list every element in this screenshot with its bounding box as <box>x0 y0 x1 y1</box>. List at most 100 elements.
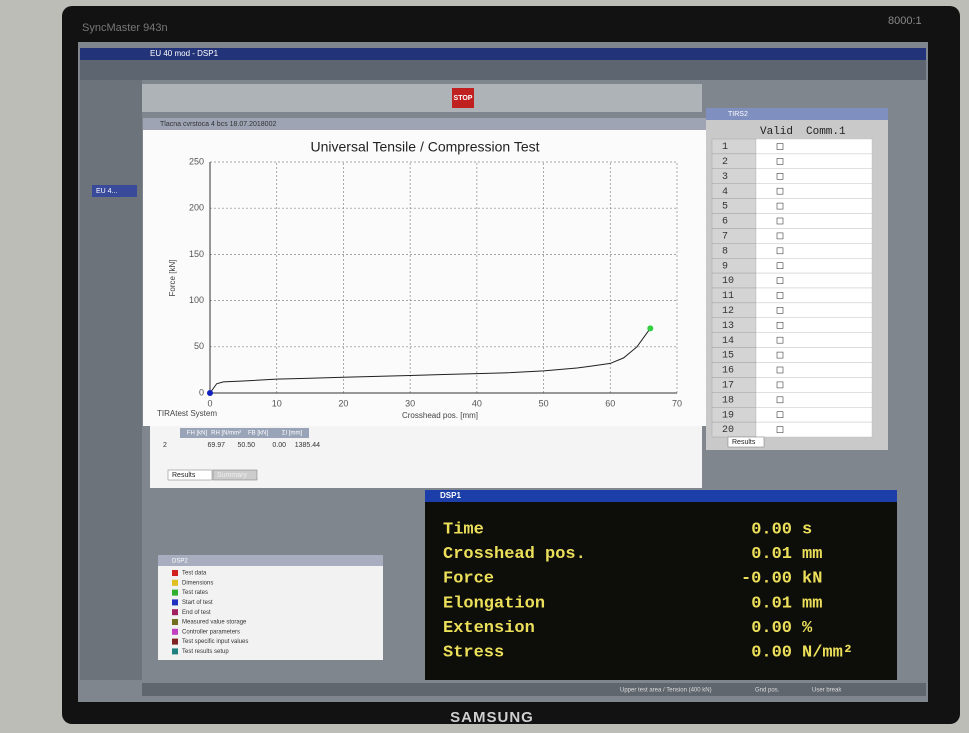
status-field: User break <box>812 688 842 694</box>
checkbox[interactable] <box>777 218 783 224</box>
tree-item[interactable]: Test results setup <box>182 649 229 655</box>
x-tick-label: 20 <box>338 398 348 408</box>
checkbox[interactable] <box>777 397 783 403</box>
tree-item[interactable]: Start of test <box>182 600 213 606</box>
start-point <box>207 390 213 396</box>
checkbox[interactable] <box>777 248 783 254</box>
checkbox[interactable] <box>777 427 783 433</box>
dsp2-title: DSP2 <box>172 559 188 565</box>
tirs2-title: TIRS2 <box>728 111 748 118</box>
status-field: Upper test area / Tension (400 kN) <box>620 688 712 694</box>
row-cell <box>756 392 872 407</box>
tree-icon <box>172 570 178 576</box>
tree-item[interactable]: Dimensions <box>182 580 213 586</box>
row-cell <box>756 407 872 422</box>
tree-icon <box>172 648 178 654</box>
row-cell <box>756 348 872 363</box>
end-point <box>647 325 653 331</box>
readout-unit: % <box>802 619 813 638</box>
row-number: 9 <box>722 261 728 272</box>
row-number-cell <box>712 139 756 154</box>
row-cell <box>756 243 872 258</box>
x-tick-label: 10 <box>272 398 282 408</box>
row-cell <box>756 228 872 243</box>
results-cell: 0.00 <box>272 442 286 449</box>
chart-window <box>143 118 712 426</box>
row-cell <box>756 318 872 333</box>
results-cell: 1385.44 <box>295 442 320 449</box>
checkbox[interactable] <box>777 144 783 150</box>
row-number: 7 <box>722 232 728 243</box>
readout-label: Elongation <box>443 594 545 613</box>
row-cell <box>756 169 872 184</box>
row-number: 19 <box>722 410 734 421</box>
header-label: FB [kN] <box>248 431 268 437</box>
row-number: 16 <box>722 366 734 377</box>
tree-item[interactable]: Measured value storage <box>182 620 247 626</box>
readout-unit: kN <box>802 570 822 589</box>
row-number: 10 <box>722 276 734 287</box>
row-cell <box>756 184 872 199</box>
checkbox[interactable] <box>777 412 783 418</box>
x-tick-label: 30 <box>405 398 415 408</box>
y-axis-label: Force [kN] <box>168 260 177 297</box>
dsp1-title: DSP1 <box>440 491 461 500</box>
y-tick-label: 250 <box>189 156 204 166</box>
checkbox[interactable] <box>777 382 783 388</box>
tree-icon <box>172 629 178 635</box>
checkbox[interactable] <box>777 173 783 179</box>
tab-label: Summary <box>217 472 247 479</box>
x-tick-label: 50 <box>539 398 549 408</box>
checkbox[interactable] <box>777 278 783 284</box>
row-cell <box>756 258 872 273</box>
checkbox[interactable] <box>777 293 783 299</box>
chart-footer: TIRAtest System <box>157 409 217 418</box>
row-number-cell <box>712 228 756 243</box>
results-cell: 69.97 <box>207 442 225 449</box>
x-tick-label: 0 <box>207 398 212 408</box>
readout-value: 0.00 <box>751 619 792 638</box>
tree-item[interactable]: Test data <box>182 571 207 577</box>
row-cell <box>756 139 872 154</box>
row-cell <box>756 199 872 214</box>
tree-icon <box>172 619 178 625</box>
checkbox[interactable] <box>777 263 783 269</box>
x-tick-label: 40 <box>472 398 482 408</box>
tree-icon <box>172 590 178 596</box>
tree-icon <box>172 580 178 586</box>
x-tick-label: 70 <box>672 398 682 408</box>
tree-item[interactable]: Test specific input values <box>182 639 248 645</box>
monitor-model: SyncMaster 943n <box>82 22 168 34</box>
checkbox[interactable] <box>777 203 783 209</box>
tree-icon <box>172 599 178 605</box>
photo: SyncMaster 943n 8000:1 SAMSUNG EU 40 mod… <box>0 0 969 733</box>
checkbox[interactable] <box>777 322 783 328</box>
row-number: 3 <box>722 172 728 183</box>
y-tick-label: 100 <box>189 295 204 305</box>
checkbox[interactable] <box>777 367 783 373</box>
checkbox[interactable] <box>777 188 783 194</box>
checkbox[interactable] <box>777 337 783 343</box>
menu-bar <box>80 60 926 80</box>
x-axis-label: Crosshead pos. [mm] <box>402 411 478 420</box>
readout-label: Extension <box>443 619 535 638</box>
monitor-contrast: 8000:1 <box>888 15 922 27</box>
dsp2-title-bar <box>158 555 383 566</box>
checkbox[interactable] <box>777 158 783 164</box>
row-number: 17 <box>722 381 734 392</box>
row-number: 5 <box>722 202 728 213</box>
row-cell <box>756 377 872 392</box>
tree-item[interactable]: End of test <box>182 610 211 616</box>
row-cell <box>756 288 872 303</box>
row-cell <box>756 333 872 348</box>
checkbox[interactable] <box>777 307 783 313</box>
checkbox[interactable] <box>777 352 783 358</box>
tree-item[interactable]: Test rates <box>182 590 208 596</box>
y-tick-label: 150 <box>189 249 204 259</box>
tree-item[interactable]: Controller parameters <box>182 629 240 635</box>
readout-unit: s <box>802 520 812 539</box>
checkbox[interactable] <box>777 233 783 239</box>
readout-unit: N/mm² <box>802 643 853 662</box>
row-number: 18 <box>722 395 734 406</box>
